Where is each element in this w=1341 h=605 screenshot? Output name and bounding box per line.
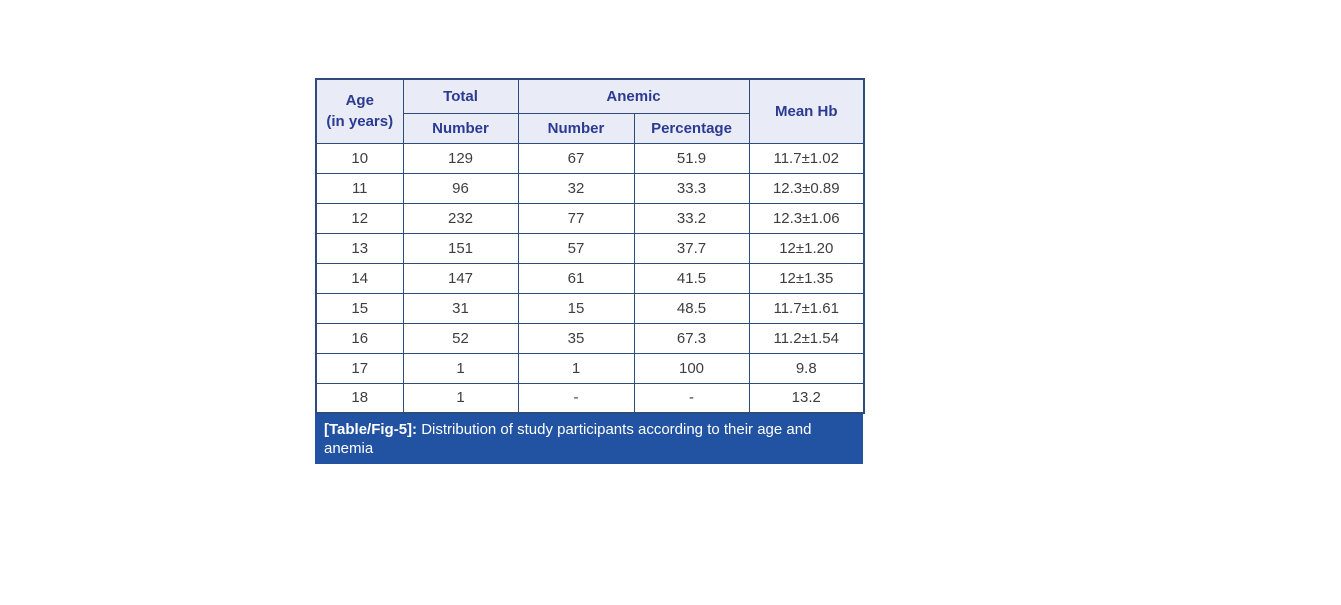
cell-anemic-number: 15	[517, 292, 635, 324]
cell-mean-hb: 11.2±1.54	[748, 322, 865, 354]
cell-mean-hb: 13.2	[748, 382, 865, 414]
cell-anemic-percentage: 48.5	[633, 292, 750, 324]
table-row: 14 147 61 41.5 12±1.35	[315, 262, 865, 294]
table-caption-label: [Table/Fig-5]:	[324, 421, 418, 438]
col-header-total-number: Number	[402, 112, 519, 144]
col-header-anemic: Anemic	[517, 78, 750, 114]
cell-total-number: 151	[402, 232, 519, 264]
cell-total-number: 31	[402, 292, 519, 324]
participants-age-anemia-table: Age (in years) Total Anemic Mean Hb Numb…	[315, 78, 865, 414]
table-row: 17 1 1 100 9.8	[315, 352, 865, 384]
table-row: 10 129 67 51.9 11.7±1.02	[315, 142, 865, 174]
cell-anemic-percentage: 37.7	[633, 232, 750, 264]
cell-anemic-number: 32	[517, 172, 635, 204]
cell-age: 13	[315, 232, 404, 264]
header-row-1: Age (in years) Total Anemic Mean Hb	[315, 78, 865, 144]
cell-anemic-number: -	[517, 382, 635, 414]
cell-anemic-number: 67	[517, 142, 635, 174]
table-fig-5: Age (in years) Total Anemic Mean Hb Numb…	[315, 78, 865, 464]
cell-age: 16	[315, 322, 404, 354]
cell-anemic-number: 1	[517, 352, 635, 384]
cell-anemic-number: 35	[517, 322, 635, 354]
cell-age: 10	[315, 142, 404, 174]
table-row: 13 151 57 37.7 12±1.20	[315, 232, 865, 264]
table-row: 12 232 77 33.2 12.3±1.06	[315, 202, 865, 234]
col-header-age-line1: Age	[345, 92, 374, 110]
cell-mean-hb: 12±1.35	[748, 262, 865, 294]
cell-anemic-percentage: 67.3	[633, 322, 750, 354]
table-row: 18 1 - - 13.2	[315, 382, 865, 414]
cell-anemic-percentage: -	[633, 382, 750, 414]
cell-anemic-percentage: 100	[633, 352, 750, 384]
cell-age: 17	[315, 352, 404, 384]
header-row-2: Number Number Percentage	[316, 112, 864, 144]
cell-anemic-percentage: 51.9	[633, 142, 750, 174]
cell-mean-hb: 12±1.20	[748, 232, 865, 264]
col-header-anemic-percentage: Percentage	[633, 112, 750, 144]
col-header-anemic-number: Number	[517, 112, 635, 144]
table-row: 11 96 32 33.3 12.3±0.89	[315, 172, 865, 204]
cell-age: 18	[315, 382, 404, 414]
cell-anemic-percentage: 33.3	[633, 172, 750, 204]
table-caption: [Table/Fig-5]: Distribution of study par…	[315, 414, 863, 464]
cell-age: 11	[315, 172, 404, 204]
cell-mean-hb: 12.3±0.89	[748, 172, 865, 204]
table-row: 16 52 35 67.3 11.2±1.54	[315, 322, 865, 354]
cell-mean-hb: 9.8	[748, 352, 865, 384]
col-header-total: Total	[402, 78, 519, 114]
cell-mean-hb: 11.7±1.02	[748, 142, 865, 174]
cell-anemic-number: 57	[517, 232, 635, 264]
cell-total-number: 129	[402, 142, 519, 174]
table-caption-text: Distribution of study participants accor…	[324, 421, 812, 457]
cell-anemic-percentage: 33.2	[633, 202, 750, 234]
cell-total-number: 96	[402, 172, 519, 204]
cell-total-number: 1	[402, 382, 519, 414]
cell-age: 15	[315, 292, 404, 324]
cell-age: 12	[315, 202, 404, 234]
cell-total-number: 232	[402, 202, 519, 234]
cell-anemic-number: 61	[517, 262, 635, 294]
cell-mean-hb: 11.7±1.61	[748, 292, 865, 324]
col-header-age-line2: (in years)	[326, 113, 394, 131]
col-header-mean-hb: Mean Hb	[748, 78, 865, 144]
cell-total-number: 147	[402, 262, 519, 294]
cell-anemic-percentage: 41.5	[633, 262, 750, 294]
table-row: 15 31 15 48.5 11.7±1.61	[315, 292, 865, 324]
cell-anemic-number: 77	[517, 202, 635, 234]
cell-total-number: 52	[402, 322, 519, 354]
table-body: 10 129 67 51.9 11.7±1.02 11 96 32 33.3 1…	[315, 142, 865, 414]
cell-age: 14	[315, 262, 404, 294]
cell-total-number: 1	[402, 352, 519, 384]
table-header: Age (in years) Total Anemic Mean Hb Numb…	[315, 78, 865, 144]
col-header-age: Age (in years)	[315, 78, 404, 144]
cell-mean-hb: 12.3±1.06	[748, 202, 865, 234]
